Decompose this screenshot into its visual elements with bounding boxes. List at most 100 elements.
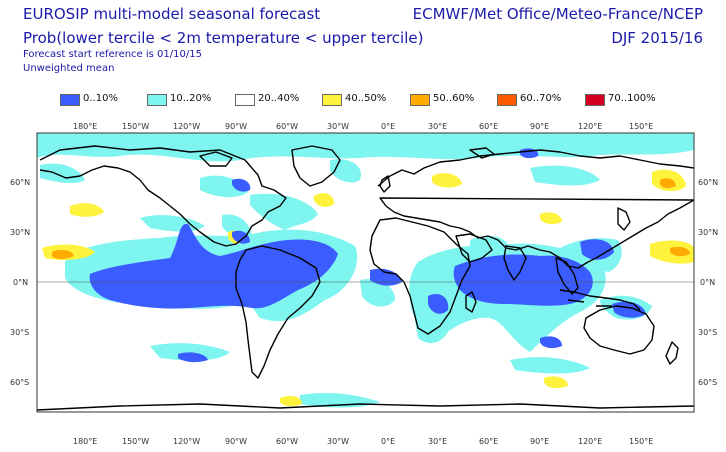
subtitle-line2: Unweighted mean (23, 63, 115, 74)
lon-label-bottom: 60°E (479, 437, 498, 446)
orange-ne-pacific (670, 246, 690, 257)
coast-japan (617, 207, 631, 231)
yellow-tibet (540, 212, 562, 225)
legend-label: 0..10% (83, 93, 118, 104)
blue-s-indian (540, 336, 562, 349)
lon-label-top: 150°E (629, 122, 653, 131)
blue-caribbean (232, 230, 250, 244)
cyan-africa-s (415, 316, 448, 344)
high-probability-areas (52, 178, 690, 259)
lon-label-bottom: 30°E (428, 437, 447, 446)
lat-label-right: 30°N (698, 228, 718, 237)
legend-swatch-very-low (60, 94, 80, 106)
lon-axis-bottom: 180°E 150°W 120°W 90°W 60°W 30°W 0°E 30°… (73, 437, 653, 446)
coast-se-asia (555, 257, 579, 295)
subtitle-line1: Forecast start reference is 01/10/15 (23, 49, 202, 60)
title-line1: EUROSIP multi-model seasonal forecast (23, 5, 321, 23)
orange-alaska (660, 178, 676, 189)
lon-label-top: 150°W (122, 122, 149, 131)
blue-south-china-sea (580, 239, 614, 260)
legend-swatch-very-high (497, 94, 517, 106)
lat-label-left: 60°S (10, 378, 29, 387)
lon-axis-top: 180°E 150°W 120°W 90°W 60°W 30°W 0°E 30°… (73, 122, 653, 131)
coast-madagascar (465, 291, 477, 313)
cyan-east-pacific-n (40, 163, 85, 184)
legend-label: 50..60% (433, 93, 475, 104)
legend-label: 70..100% (608, 93, 656, 104)
coast-antarctica (37, 403, 694, 411)
coast-arctic-islands (199, 147, 495, 167)
lat-axis-left: 60°N 30°N 0°N 30°S 60°S (10, 178, 30, 387)
cyan-arabian-sea (470, 235, 510, 254)
lon-label-top: 180°E (73, 122, 97, 131)
blue-south-ocean (178, 352, 208, 363)
lon-label-bottom: 0°E (381, 437, 395, 446)
yellow-s-ocean-2 (544, 376, 568, 389)
legend-label: 40..50% (345, 93, 387, 104)
lon-label-top: 90°E (530, 122, 549, 131)
coast-greenland (291, 145, 341, 187)
cyan-north-atlantic (250, 193, 318, 230)
lon-label-top: 120°W (173, 122, 200, 131)
coast-new-zealand (665, 341, 679, 365)
blue-australia-n (612, 301, 646, 318)
coast-africa (369, 217, 471, 335)
map-frame (36, 132, 695, 413)
season-label: DJF 2015/16 (611, 29, 703, 47)
lon-label-top: 60°W (276, 122, 298, 131)
lat-label-right: 30°S (698, 328, 717, 337)
blue-red-sea (470, 261, 483, 274)
lon-label-bottom: 180°E (73, 437, 97, 446)
lon-label-top: 0°E (381, 122, 395, 131)
legend-label: 60..70% (520, 93, 562, 104)
legend-swatch-high (410, 94, 430, 106)
lat-label-right: 0°N (700, 278, 715, 287)
lon-label-top: 120°E (578, 122, 602, 131)
coast-india (503, 245, 527, 281)
coast-europe-asia (377, 149, 694, 269)
lon-label-bottom: 60°W (276, 437, 298, 446)
coast-north-america (39, 145, 287, 247)
lat-label-left: 60°N (10, 178, 30, 187)
lat-label-right: 60°N (698, 178, 718, 187)
lon-label-bottom: 150°E (629, 437, 653, 446)
cyan-south-ocean-1 (150, 343, 230, 361)
cyan-south-ocean-2 (510, 357, 590, 374)
cyan-siberia (530, 165, 600, 186)
lon-label-bottom: 90°W (225, 437, 247, 446)
lon-label-top: 30°E (428, 122, 447, 131)
lat-label-left: 0°N (13, 278, 28, 287)
source-label: ECMWF/Met Office/Meteo-France/NCEP (412, 5, 703, 23)
blue-pacific (89, 223, 338, 309)
coast-south-america (235, 245, 321, 379)
legend-swatch-neutral (235, 94, 255, 106)
coast-indonesia (559, 289, 641, 311)
lon-label-top: 90°W (225, 122, 247, 131)
coast-uk (379, 175, 391, 193)
coast-arabia (455, 233, 493, 263)
lon-label-bottom: 120°W (173, 437, 200, 446)
blue-hudson (232, 178, 251, 192)
lat-label-left: 30°S (10, 328, 29, 337)
blue-mozambique (428, 293, 449, 314)
lon-label-bottom: 30°W (327, 437, 349, 446)
cyan-south-atlantic (360, 279, 395, 307)
yellow-scandinavia (432, 173, 462, 188)
lat-axis-right: 60°N 30°N 0°N 30°S 60°S (698, 178, 718, 387)
lon-label-top: 30°W (327, 122, 349, 131)
lat-label-right: 60°S (698, 378, 717, 387)
legend-swatch-slightly-high (322, 94, 342, 106)
lon-label-bottom: 150°W (122, 437, 149, 446)
coastlines (37, 145, 694, 411)
lat-label-left: 30°N (10, 228, 30, 237)
coast-australia (583, 305, 655, 355)
yellow-atlantic-n (314, 193, 334, 207)
legend-label: 20..40% (258, 93, 300, 104)
probability-field (37, 133, 694, 408)
lon-label-top: 60°E (479, 122, 498, 131)
yellow-s-ocean-1 (280, 396, 302, 407)
yellow-north-pacific (70, 203, 104, 217)
legend-swatch-low (147, 94, 167, 106)
